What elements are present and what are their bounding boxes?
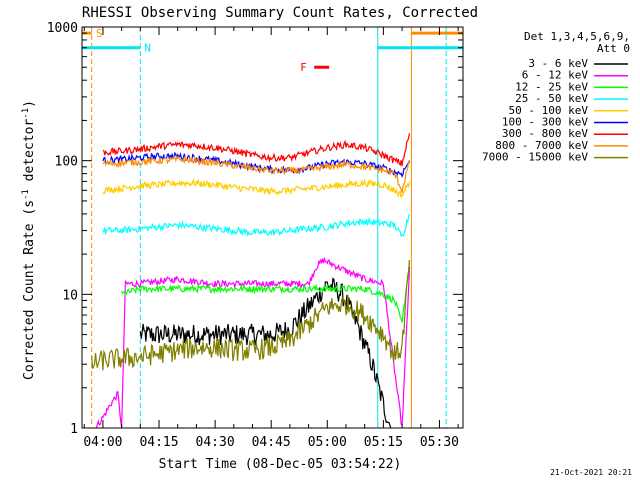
series-line-6 bbox=[102, 151, 411, 178]
x-tick-label-1: 04:00 bbox=[83, 435, 122, 450]
series-line-5 bbox=[102, 177, 411, 199]
series-line-9 bbox=[91, 260, 411, 371]
x-tick-label-5: 05:00 bbox=[308, 435, 347, 450]
series-line-8 bbox=[102, 154, 410, 194]
y-tick-label-1: 1 bbox=[70, 422, 78, 437]
y-axis-label-end: ) bbox=[22, 100, 37, 108]
legend-label-2: 6 - 12 keV bbox=[522, 69, 589, 82]
y-axis-label-main: Corrected Count Rate (s bbox=[22, 200, 37, 380]
y-tick-label-3: 100 bbox=[55, 155, 78, 170]
series-line-2 bbox=[95, 256, 411, 429]
legend-label-9: 7000 - 15000 keV bbox=[482, 151, 588, 164]
y-tick-label-4: 1000 bbox=[47, 21, 78, 36]
plot-area: S N F 04:00 04:15 04:30 04:45 05:00 05:15 05:30 1 1… bbox=[47, 21, 464, 450]
footer-date: 21-Oct-2021 20:21 bbox=[550, 468, 632, 477]
x-tick-label-3: 04:30 bbox=[196, 435, 235, 450]
series-line-3 bbox=[121, 260, 411, 323]
legend-header-line-1: Det 1,3,4,5,6,9, bbox=[524, 30, 630, 43]
y-tick-label-2: 10 bbox=[62, 288, 78, 303]
y-axis-label-sup1: -1 bbox=[21, 189, 31, 200]
legend-label-4: 25 - 50 keV bbox=[515, 92, 588, 105]
saa-flag-label: S bbox=[96, 27, 103, 40]
legend-label-7: 300 - 800 keV bbox=[502, 127, 588, 140]
series-line-4 bbox=[102, 213, 411, 238]
legend-label-8: 800 - 7000 keV bbox=[495, 139, 588, 152]
chart-title: RHESSI Observing Summary Count Rates, Co… bbox=[82, 5, 478, 21]
x-tick-label-2: 04:15 bbox=[139, 435, 178, 450]
flare-flag-label: F bbox=[300, 61, 307, 74]
y-axis-label: Corrected Count Rate (s-1 detector-1) bbox=[21, 100, 37, 380]
legend-label-5: 50 - 100 keV bbox=[509, 104, 589, 117]
x-tick-label-7: 05:30 bbox=[420, 435, 459, 450]
series-line-7 bbox=[102, 133, 411, 167]
y-axis-label-mid: detector bbox=[22, 119, 37, 190]
legend-header-line-2: Att 0 bbox=[597, 42, 630, 55]
legend-label-6: 100 - 300 keV bbox=[502, 116, 588, 129]
x-tick-label-4: 04:45 bbox=[252, 435, 291, 450]
night-flag-label: N bbox=[144, 42, 151, 55]
plot-frame bbox=[81, 26, 464, 429]
series-line-1 bbox=[139, 277, 392, 429]
x-axis-label: Start Time (08-Dec-05 03:54:22) bbox=[159, 457, 402, 472]
legend-label-3: 12 - 25 keV bbox=[515, 80, 588, 93]
x-tick-label-6: 05:15 bbox=[364, 435, 403, 450]
y-axis-label-sup2: -1 bbox=[21, 108, 31, 119]
legend-label-1: 3 - 6 keV bbox=[528, 57, 588, 70]
